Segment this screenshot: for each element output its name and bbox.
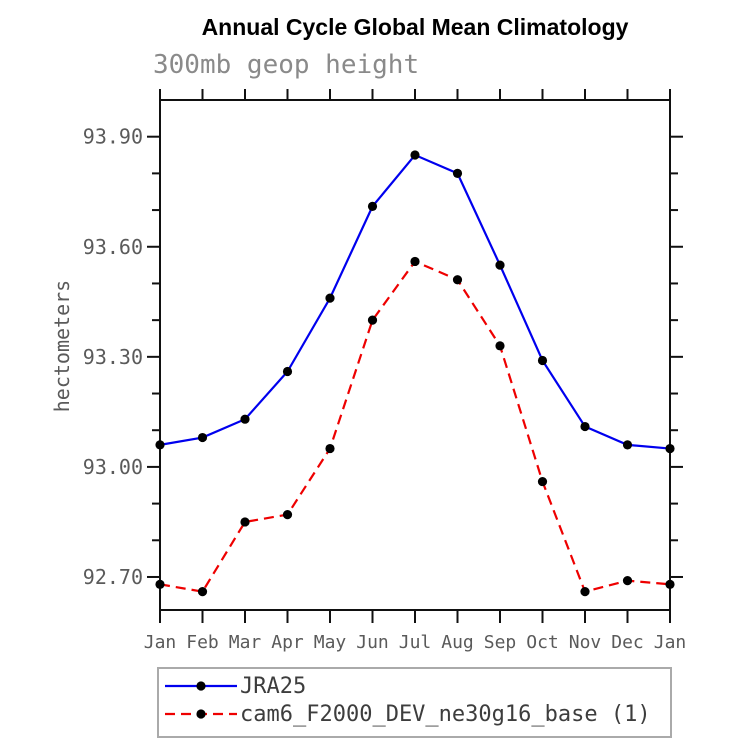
legend-line-sample-dashed (165, 709, 237, 719)
y-axis-labels: 92.70 93.00 93.30 93.60 93.90 (83, 125, 143, 589)
data-point-marker (495, 260, 505, 270)
y-tick-label: 93.30 (83, 345, 143, 369)
data-point-marker (580, 421, 590, 432)
data-point-marker (367, 201, 378, 212)
data-point-marker (282, 510, 293, 520)
legend: JRA25 cam6_F2000_DEV_ne30g16_base (1) (157, 667, 672, 738)
data-point-marker (325, 293, 335, 303)
data-point-marker (665, 443, 675, 454)
data-point-marker (155, 440, 165, 450)
legend-label-jra25: JRA25 (240, 673, 307, 699)
x-tick-label: Jan (654, 632, 687, 653)
data-point-marker (197, 587, 208, 597)
plot-border (159, 99, 671, 611)
x-tick-label: May (314, 632, 347, 653)
data-point-marker (240, 414, 250, 424)
y-axis-ticks (147, 135, 683, 578)
data-point-marker (282, 366, 293, 377)
legend-label-cam6: cam6_F2000_DEV_ne30g16_base (1) (240, 701, 651, 727)
chart-subtitle: 300mb geop height (153, 50, 420, 80)
legend-item-jra25: JRA25 (163, 672, 306, 700)
y-tick-label: 92.70 (83, 565, 143, 589)
legend-marker-dot (196, 681, 206, 691)
data-point-marker (452, 168, 463, 178)
data-point-marker (240, 517, 250, 527)
data-point-marker (325, 443, 335, 454)
y-tick-label: 93.90 (83, 125, 143, 149)
y-tick-label: 93.00 (83, 455, 143, 479)
x-tick-label: Dec (611, 632, 644, 653)
data-point-marker (580, 587, 590, 597)
legend-item-cam6: cam6_F2000_DEV_ne30g16_base (1) (163, 700, 651, 728)
x-tick-label: Mar (229, 632, 262, 653)
x-tick-label: Nov (569, 632, 602, 653)
data-point-marker (410, 150, 420, 160)
x-tick-label: Feb (186, 632, 219, 653)
data-point-marker (665, 579, 675, 589)
x-axis-ticks (159, 89, 671, 623)
data-point-marker (622, 440, 633, 450)
series-line-0 (159, 153, 671, 450)
series-markers-0 (155, 150, 675, 454)
data-point-marker (537, 476, 548, 487)
series-line-1 (159, 260, 671, 593)
data-point-marker (622, 576, 633, 586)
legend-line-sample-solid (165, 681, 237, 691)
x-axis-labels: Jan Feb Mar Apr May Jun Jul Aug Sep Oct Nov Dec Jan (144, 632, 687, 653)
x-tick-label: Jul (399, 632, 432, 653)
data-point-marker (452, 275, 463, 285)
series-markers-1 (155, 256, 675, 597)
x-tick-label: Jan (144, 632, 177, 653)
y-tick-label: 93.60 (83, 235, 143, 259)
legend-marker-dot (196, 709, 206, 719)
x-tick-label: Sep (484, 632, 517, 653)
chart-title: Annual Cycle Global Mean Climatology (201, 14, 629, 40)
data-point-marker (155, 579, 165, 589)
x-tick-label: Oct (526, 632, 559, 653)
data-point-marker (495, 341, 505, 351)
x-tick-label: Apr (271, 632, 304, 653)
data-point-marker (410, 256, 420, 267)
data-point-marker (367, 315, 378, 325)
data-point-marker (537, 355, 548, 366)
x-tick-label: Aug (441, 632, 474, 653)
data-point-marker (197, 432, 208, 443)
x-tick-label: Jun (356, 632, 389, 653)
